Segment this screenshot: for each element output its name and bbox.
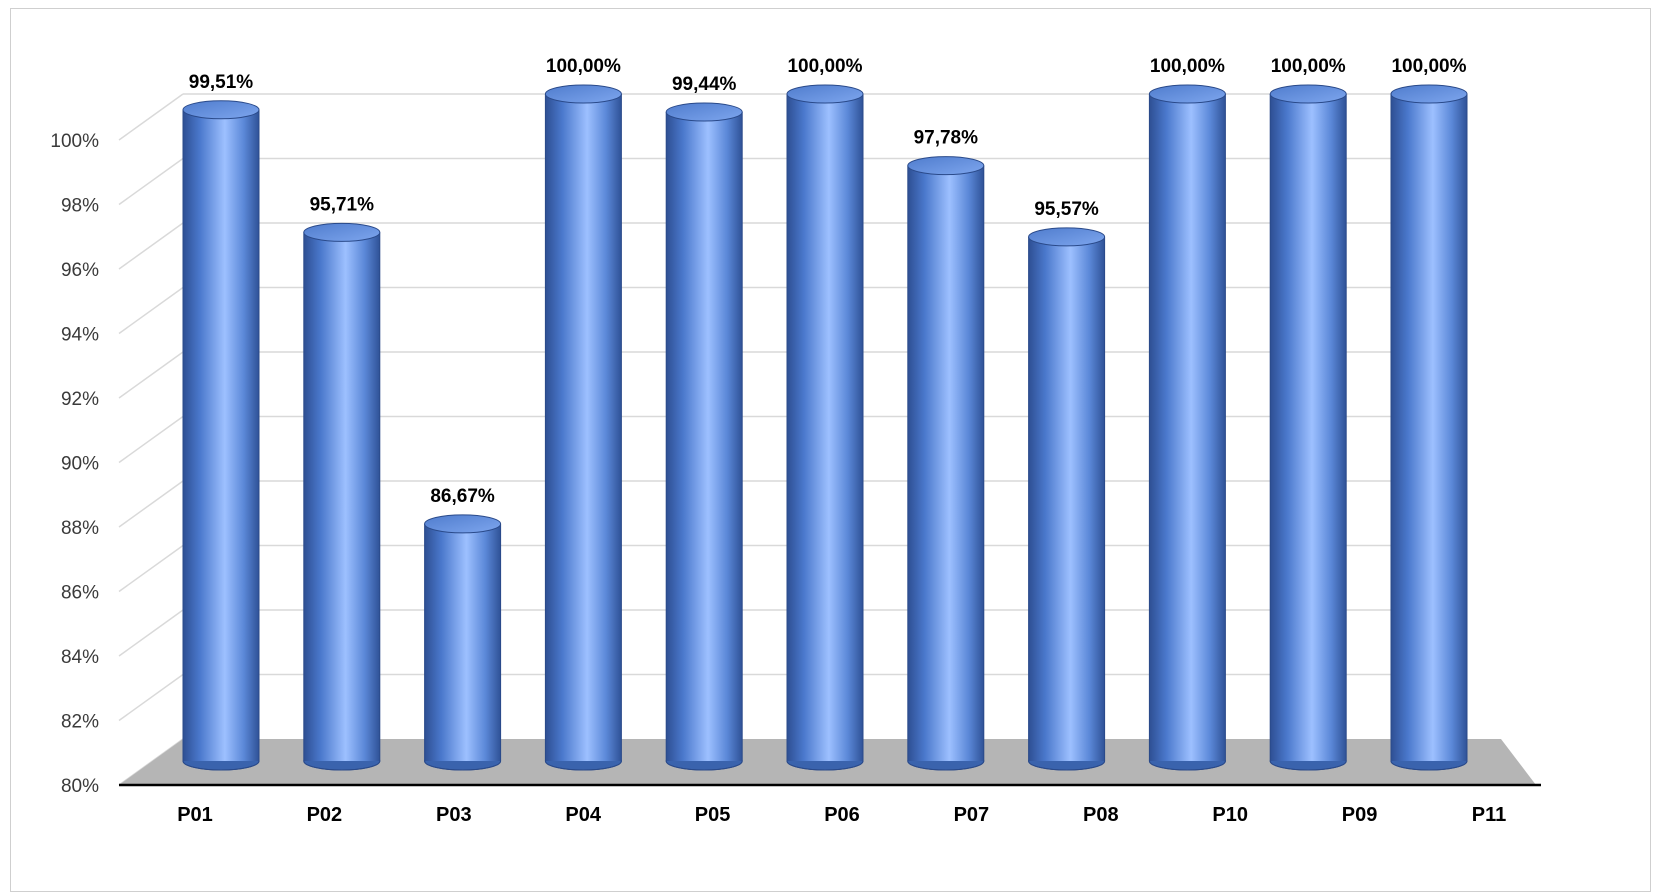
data-label: 99,44% [672,74,737,95]
bar-base-arc [1390,760,1468,771]
y-tick-label: 94% [61,325,99,346]
bar-top [907,156,985,176]
bar-base-arc [424,760,502,771]
bar-body [1270,94,1347,761]
bar-P08 [1028,227,1106,771]
bar-base-arc [1148,760,1226,771]
chart-frame: 80% 82% 84% 86% 88% 90% 92% 94% 96% 98% 100% 99,51… [10,8,1651,892]
y-tick-label: 100% [50,131,99,152]
bar-P06 [786,84,864,771]
data-label: 97,78% [914,128,979,149]
bar-base-arc [1269,760,1347,771]
bar-body [1028,236,1105,761]
bar-body [1149,94,1226,761]
bar-top [1390,84,1468,104]
bar-base-arc [182,760,260,771]
gridline-side [118,609,184,657]
bar-top [665,102,743,122]
y-tick-label: 82% [61,712,99,733]
gridline-side [118,480,184,528]
bar-P02 [303,222,381,771]
bar-body [1391,94,1467,761]
x-tick-label: P11 [1472,804,1506,826]
bar-top [786,84,864,104]
bar-body [666,112,743,761]
bar-body [183,109,259,762]
bar-top [303,222,381,242]
bar-P11 [1390,84,1468,771]
bar-body [303,232,380,762]
gridline-side [118,544,184,593]
bar-P01 [182,100,260,771]
bar-top [182,100,260,120]
y-tick-label: 86% [61,583,99,604]
labels-layer: 99,51% P01 95,71% P02 86,67% P03 100,00% P04 99,… [177,56,1506,826]
bars-layer [182,84,1468,771]
bar-base-arc [303,760,381,771]
bar-base-arc [665,760,743,771]
gridline-side [118,286,184,335]
y-tick-label: 96% [61,260,99,281]
bar-base-arc [1028,760,1106,771]
x-tick-label: P06 [824,804,860,826]
bar-top [424,514,502,534]
data-label: 100,00% [1150,56,1225,77]
data-label: 99,51% [189,72,254,93]
bar-top [1269,84,1347,104]
bar-top [1028,227,1106,247]
data-label: 95,71% [310,194,375,215]
bar-P03 [424,514,502,771]
x-tick-label: P05 [695,804,731,826]
gridline-side [118,673,184,722]
data-label: 100,00% [787,56,862,77]
data-label: 100,00% [546,56,621,77]
y-tick-label: 92% [61,389,99,410]
bar-body [424,523,501,761]
gridline-side [118,222,184,270]
bar-base-arc [786,760,864,771]
cylinder-bar-chart: 80% 82% 84% 86% 88% 90% 92% 94% 96% 98% 100% 99,51… [50,56,1541,826]
bar-body [907,165,984,762]
bar-body [787,94,863,761]
x-tick-label: P01 [177,804,213,826]
y-tick-label: 90% [61,454,99,475]
gridline-side [118,351,184,399]
gridline-side [118,157,184,206]
gridline-side [118,93,184,141]
grid-layer: 80% 82% 84% 86% 88% 90% 92% 94% 96% 98% 100% [50,93,1452,797]
x-tick-label: P02 [307,804,343,826]
x-tick-label: P08 [1083,804,1119,826]
y-tick-label: 80% [61,776,99,797]
bar-P07 [907,156,985,771]
x-tick-label: P07 [954,804,990,826]
bar-base-arc [907,760,985,771]
data-label: 86,67% [430,486,495,507]
x-tick-label: P09 [1342,804,1378,826]
data-label: 95,57% [1034,199,1099,220]
bar-P09 [1269,84,1347,771]
bar-P10 [1148,84,1226,771]
y-tick-label: 84% [61,647,99,668]
x-tick-label: P03 [436,804,472,826]
x-tick-label: P10 [1212,804,1248,826]
bar-P04 [544,84,622,771]
data-label: 100,00% [1391,56,1466,77]
y-tick-label: 88% [61,518,99,539]
x-tick-label: P04 [565,804,601,826]
bar-top [1148,84,1226,104]
gridline-side [118,415,184,464]
y-tick-label: 98% [61,196,99,217]
bar-P05 [665,102,743,771]
bar-body [545,94,622,761]
bar-top [544,84,622,104]
data-label: 100,00% [1271,56,1346,77]
bar-base-arc [544,760,622,771]
